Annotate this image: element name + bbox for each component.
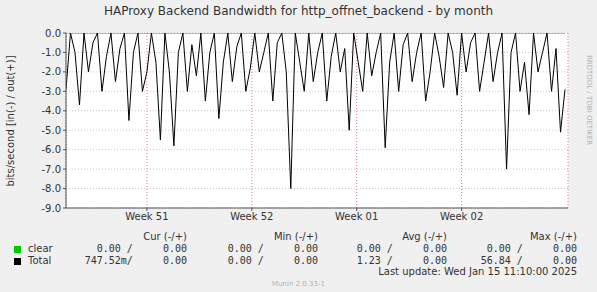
html-text:Munin 2.0.33-1: Munin 2.0.33-1 — [272, 280, 325, 288]
svg-text:-2.0: -2.0 — [41, 66, 61, 77]
svg-text:-4.0: -4.0 — [41, 105, 61, 116]
html-text:Avg (-/+): Avg (-/+) — [402, 231, 447, 242]
html-text:Min (-/+): Min (-/+) — [273, 231, 318, 242]
html-text:0.00 / 0.00: 0.00 / 0.00 — [227, 255, 318, 266]
svg-text:-9.0: -9.0 — [41, 203, 61, 214]
svg-text:-1.0: -1.0 — [41, 47, 61, 58]
svg-text:Week 51: Week 51 — [125, 211, 168, 222]
html-text:0.00 / 0.00: 0.00 / 0.00 — [227, 243, 318, 254]
html-text:0.00 / 0.00: 0.00 / 0.00 — [486, 243, 577, 254]
html-text:56.84 / 0.00: 56.84 / 0.00 — [480, 255, 577, 266]
html-text:1.23 / 0.00: 1.23 / 0.00 — [356, 255, 447, 266]
svg-text:-5.0: -5.0 — [41, 125, 61, 136]
html-text:clear: clear — [28, 243, 53, 254]
svg-text:-7.0: -7.0 — [41, 164, 61, 175]
html-text:0.00 / 0.00: 0.00 / 0.00 — [96, 243, 187, 254]
svg-text:Week 02: Week 02 — [440, 211, 483, 222]
html-text:Max (-/+): Max (-/+) — [530, 231, 577, 242]
html-text:Last update: Wed Jan 15 11:10:: Last update: Wed Jan 15 11:10:00 2025 — [378, 266, 577, 277]
svg-text:Week 01: Week 01 — [335, 211, 378, 222]
html-text:Total: Total — [28, 255, 52, 266]
svg-text:-6.0: -6.0 — [41, 144, 61, 155]
svg-text:-3.0: -3.0 — [41, 86, 61, 97]
html-text:Cur (-/+): Cur (-/+) — [143, 231, 187, 242]
html-text:RRDTOOL / TOBI OETIKER: RRDTOOL / TOBI OETIKER — [585, 54, 593, 146]
html-text:0.00 / 0.00: 0.00 / 0.00 — [356, 243, 447, 254]
html-text:747.52m/ 0.00: 747.52m/ 0.00 — [84, 255, 187, 266]
svg-text:0.0: 0.0 — [45, 28, 61, 39]
html-text:bits/second [in(-) / out(+)]: bits/second [in(-) / out(+)] — [4, 55, 16, 186]
svg-text:Week 52: Week 52 — [230, 211, 273, 222]
html-text:HAProxy Backend Bandwidth for: HAProxy Backend Bandwidth for http_offne… — [103, 4, 494, 18]
svg-text:-8.0: -8.0 — [41, 183, 61, 194]
